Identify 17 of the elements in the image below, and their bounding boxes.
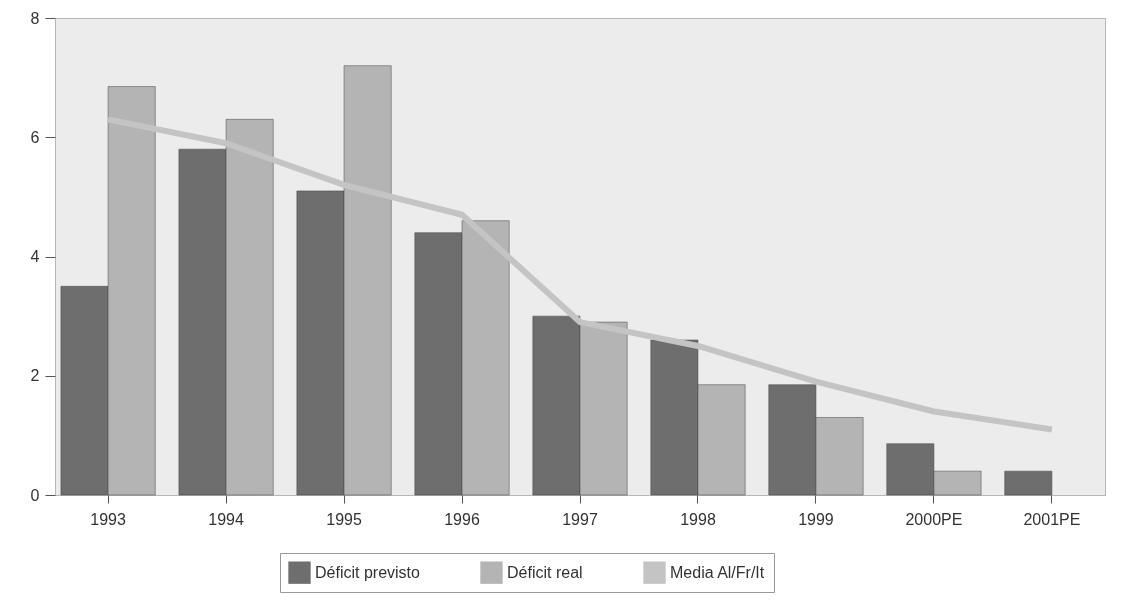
x-tick-label: 1995 xyxy=(326,510,362,528)
y-tick-label: 4 xyxy=(30,248,40,265)
y-tick-label: 0 xyxy=(30,486,40,504)
x-tick-label: 1993 xyxy=(90,510,126,528)
y-tick-label: 6 xyxy=(30,128,40,146)
x-tick-label: 1999 xyxy=(798,510,834,528)
y-tick-label: 8 xyxy=(30,9,40,27)
legend-label: Media Al/Fr/It xyxy=(670,563,765,581)
y-tick-label: 2 xyxy=(30,367,40,385)
legend-label: Déficit real xyxy=(507,563,583,581)
x-tick-label: 1996 xyxy=(444,510,480,528)
x-tick-label: 2000PE xyxy=(905,510,963,528)
legend-label: Déficit previsto xyxy=(315,563,421,581)
x-tick-label: 1998 xyxy=(680,510,716,528)
x-tick-label: 1997 xyxy=(562,510,598,528)
x-tick-label: 2001PE xyxy=(1023,510,1081,528)
x-tick-label: 1994 xyxy=(208,510,244,528)
